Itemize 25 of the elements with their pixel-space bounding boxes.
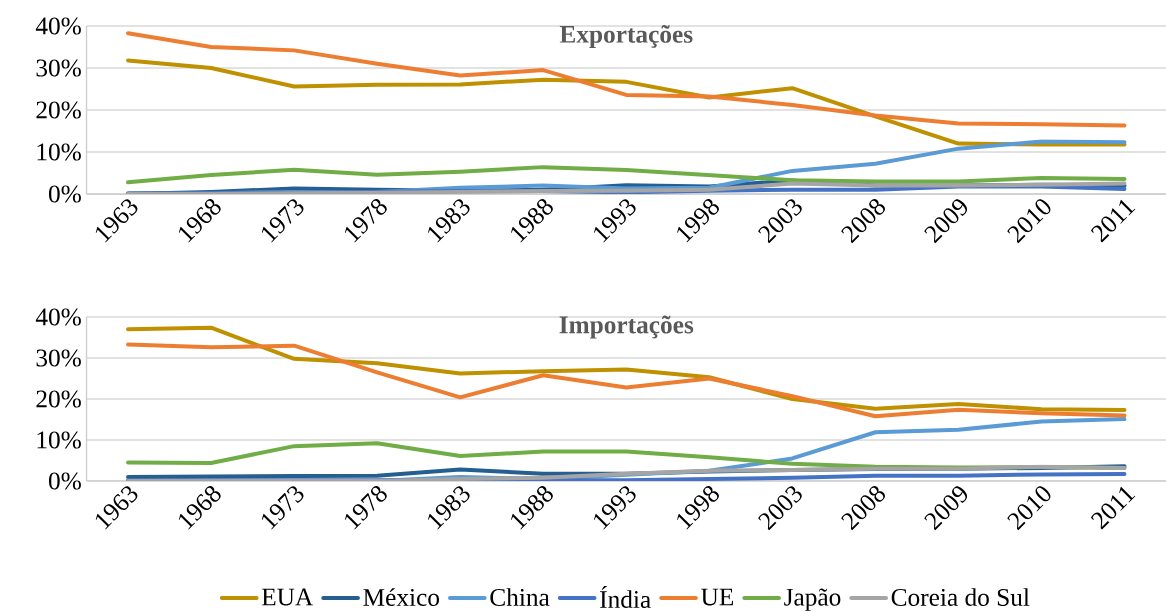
legend-label: Coreia do Sul bbox=[891, 588, 1030, 606]
legend-label: Japão bbox=[784, 588, 841, 611]
legend-label: Índia bbox=[600, 586, 651, 609]
x-tick-label: 2011 bbox=[1090, 486, 1136, 530]
x-tick-label: 1998 bbox=[677, 486, 719, 530]
legend-label: México bbox=[363, 588, 440, 606]
x-tick-label: 1998 bbox=[677, 199, 719, 243]
y-tick-label: 0% bbox=[49, 472, 81, 490]
chart-title: Importações bbox=[559, 315, 694, 339]
legend-label: UE bbox=[701, 588, 734, 606]
y-tick-label: 40% bbox=[35, 17, 81, 35]
y-tick-label: 30% bbox=[36, 349, 81, 367]
legend-label: EUA bbox=[261, 588, 314, 606]
line-series bbox=[126, 342, 1127, 419]
chart-title: Exportações bbox=[559, 24, 693, 49]
y-tick-label: 10% bbox=[37, 431, 81, 449]
y-tick-label: 30% bbox=[36, 59, 81, 77]
y-tick-label: 0% bbox=[49, 185, 81, 203]
line-series bbox=[126, 58, 1127, 147]
y-tick-label: 20% bbox=[36, 101, 81, 119]
y-tick-label: 40% bbox=[35, 308, 81, 326]
legend-label: China bbox=[490, 588, 550, 606]
y-tick-label: 20% bbox=[36, 390, 81, 408]
x-tick-label: 2011 bbox=[1090, 199, 1136, 243]
y-tick-label: 10% bbox=[37, 143, 81, 161]
